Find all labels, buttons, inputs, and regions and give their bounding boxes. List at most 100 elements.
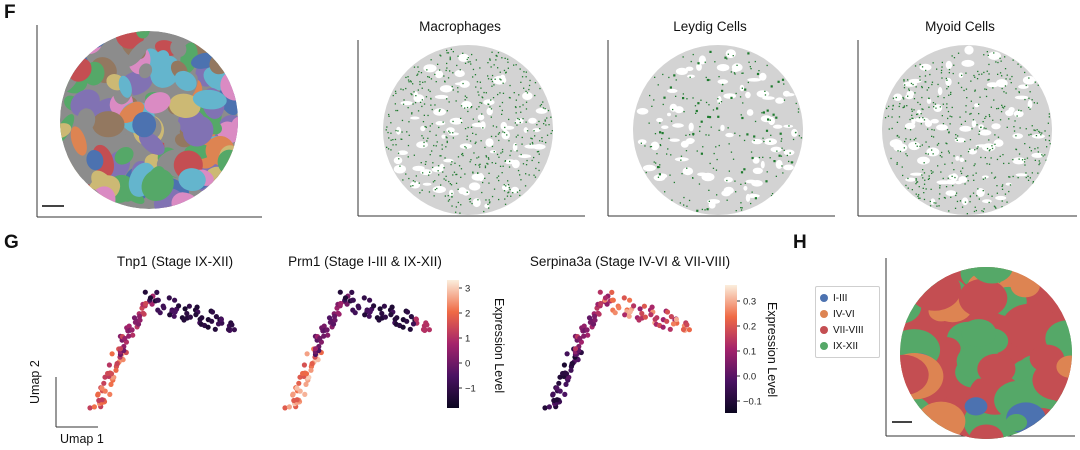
cell-dot: [414, 181, 416, 183]
cell-dot: [1001, 106, 1004, 108]
cell-dot: [934, 103, 937, 105]
cell-dot: [928, 146, 930, 148]
cell-dot: [1034, 81, 1036, 83]
umap-point: [542, 405, 548, 411]
cell-dot: [911, 189, 913, 191]
cell-dot: [742, 102, 744, 104]
cell-dot: [490, 78, 492, 80]
cell-dot: [403, 99, 405, 101]
cell-dot: [1044, 154, 1046, 156]
cell-dot: [491, 162, 493, 164]
cell-dot: [781, 78, 785, 81]
tissue-hole: [412, 165, 425, 171]
cell-dot: [978, 103, 980, 105]
tissue-hole: [489, 150, 497, 154]
map-title-myoid: Myoid Cells: [925, 19, 995, 34]
legend-label: VII-VIII: [833, 324, 864, 336]
cell-dot: [1016, 115, 1018, 117]
tissue-hole: [725, 132, 734, 138]
cell-dot: [1041, 132, 1043, 134]
umap-point: [167, 312, 173, 318]
cell-dot: [541, 140, 543, 142]
segment-tile: [92, 111, 125, 138]
cell-dot: [906, 155, 908, 157]
umap-point: [564, 351, 570, 357]
cell-dot: [739, 135, 741, 137]
cell-dot: [487, 203, 489, 206]
tissue-hole: [731, 63, 743, 72]
cell-dot: [798, 135, 800, 137]
cell-dot: [501, 109, 503, 112]
cell-dot: [515, 136, 517, 138]
cell-dot: [744, 182, 746, 184]
cell-dot: [982, 121, 984, 123]
cell-dot: [471, 202, 473, 205]
umap-point: [117, 346, 124, 352]
cell-dot: [472, 118, 474, 120]
cell-dot: [417, 66, 419, 68]
cell-dot: [1037, 151, 1039, 153]
cell-dot: [518, 94, 520, 96]
cell-dot: [946, 103, 948, 105]
cell-dot: [734, 73, 736, 75]
cell-dot: [520, 81, 522, 83]
cell-dot: [905, 153, 907, 155]
tissue-hole: [716, 64, 730, 72]
cell-dot: [444, 81, 446, 83]
cell-dot: [976, 78, 979, 80]
stage-tile: [900, 417, 926, 439]
cell-dot: [770, 134, 772, 136]
legend-item-iv-vi: IV-VI: [820, 306, 875, 322]
umap-point: [381, 303, 387, 309]
cell-dot: [978, 73, 980, 76]
cell-dot: [962, 167, 964, 169]
cell-dot: [988, 201, 990, 204]
cell-dot: [792, 138, 795, 141]
cell-dot: [397, 152, 400, 154]
umap-point: [604, 301, 610, 307]
cell-dot: [1024, 98, 1026, 101]
cell-dot: [386, 146, 388, 148]
segment-tile: [60, 31, 75, 53]
cell-dot: [923, 162, 925, 164]
cell-dot: [449, 58, 451, 61]
cell-dot: [475, 133, 477, 136]
stage-map: [885, 258, 1075, 439]
umap-point: [382, 314, 388, 320]
cell-dot: [727, 127, 729, 129]
cell-dot: [762, 137, 764, 139]
umap-point: [377, 306, 383, 312]
umap-point: [130, 332, 136, 338]
umap-point: [213, 314, 219, 320]
cell-dot: [480, 87, 482, 89]
segment-tile: [211, 31, 235, 54]
cell-dot: [525, 108, 528, 110]
umap-plot-serpina3a: [542, 289, 692, 411]
cell-dot: [478, 120, 480, 123]
cell-dot: [974, 76, 976, 78]
cell-dot: [429, 125, 431, 127]
cell-dot: [919, 75, 921, 78]
cell-dot: [541, 137, 543, 139]
cell-dot: [421, 189, 423, 191]
cell-dot: [950, 196, 952, 198]
cell-dot: [896, 162, 898, 164]
cell-dot: [927, 178, 930, 180]
cell-dot: [726, 179, 728, 182]
cell-dot: [1018, 153, 1021, 155]
cell-dot: [1039, 131, 1041, 134]
cell-dot: [742, 72, 744, 74]
cell-dot: [423, 141, 425, 144]
cell-dot: [992, 87, 994, 89]
cell-dot: [1020, 66, 1022, 68]
cell-dot: [422, 121, 425, 123]
cell-dot: [1034, 159, 1036, 161]
umap-point: [186, 303, 192, 309]
cell-dot: [740, 114, 742, 116]
cell-dot: [764, 90, 766, 92]
tissue-hole: [936, 180, 950, 185]
cell-dot: [941, 115, 943, 117]
cell-dot: [937, 142, 940, 145]
cell-dot: [699, 130, 701, 132]
cell-dot: [424, 126, 426, 128]
